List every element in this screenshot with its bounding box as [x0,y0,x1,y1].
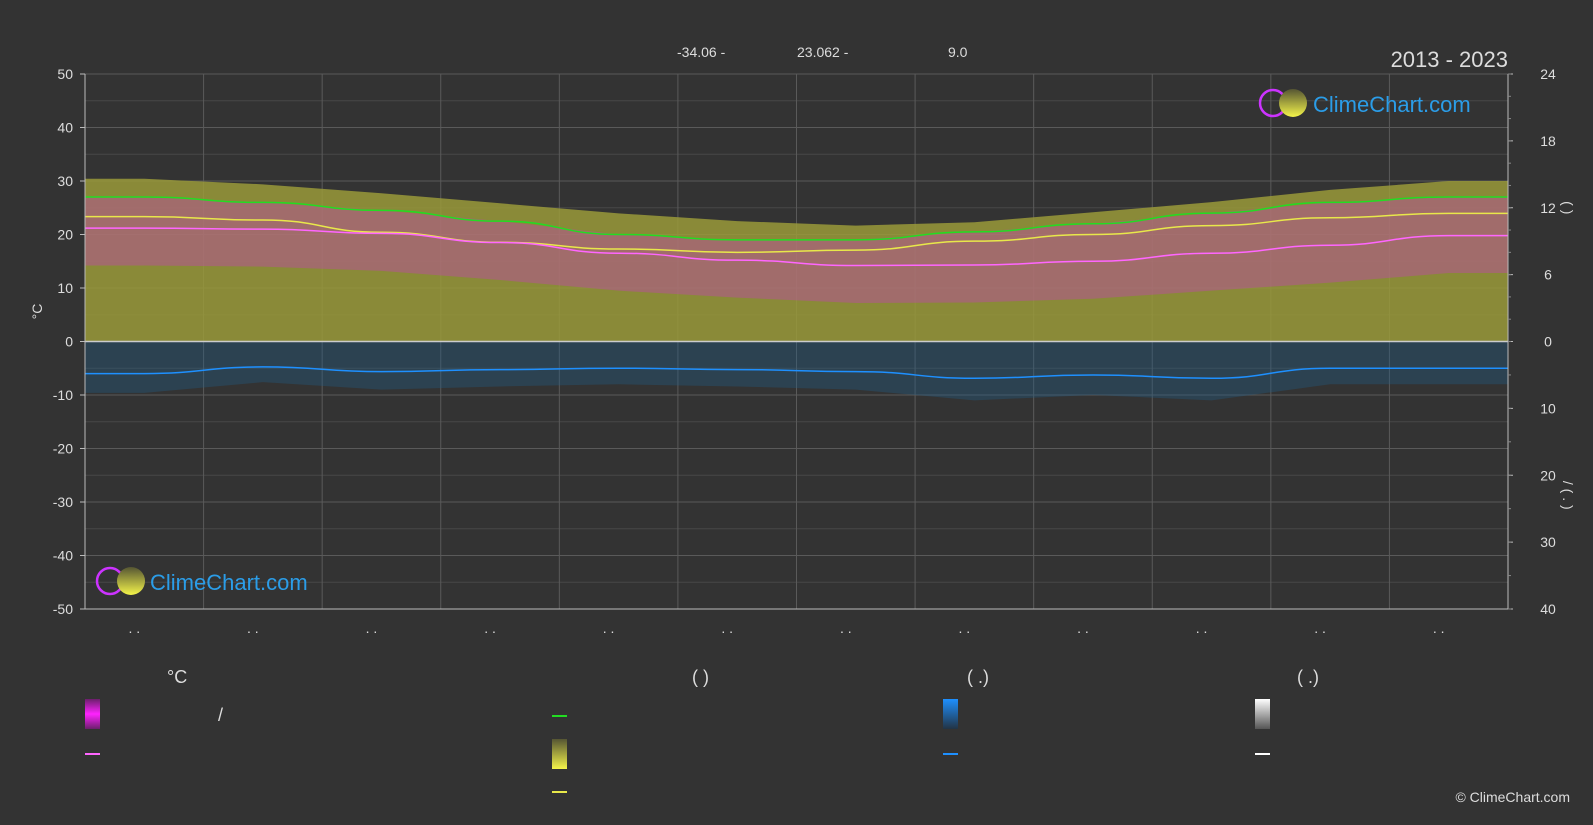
x-tick-label: . . [1077,620,1089,636]
x-tick-label: . . [1196,620,1208,636]
header-coord-lon: 23.062 - [797,44,849,60]
legend-temp-range-swatch [85,699,100,729]
legend-snow-swatch [1255,699,1270,729]
y-tick-label: -30 [53,494,73,510]
sunshine-area [85,178,1508,342]
legend-slash: / [218,705,223,725]
x-tick-label: . . [128,620,140,636]
y-tick-label: 20 [57,227,73,243]
x-tick-label: . . [1314,620,1326,636]
right-bottom-tick-label: 20 [1540,467,1556,483]
legend-col4-header: ( .) [1297,667,1319,687]
right-bottom-tick-label: 40 [1540,601,1556,617]
temperature-mean-line [85,227,1508,267]
right-top-tick-label: 6 [1544,267,1552,283]
x-tick-label: . . [603,620,615,636]
x-tick-label: . . [1433,620,1445,636]
header-coord-elev: 9.0 [948,44,968,60]
y-tick-label: -20 [53,441,73,457]
sunshine-mean-line [85,212,1508,254]
axes: 50 40 30 20 10 0 -10 -20 -30 -40 -50 °C 24 18 12 6 0 10 20… [29,66,1576,636]
legend-col2-header: ( ) [692,667,709,687]
y-tick-label: -40 [53,548,73,564]
x-tick-label: . . [366,620,378,636]
year-range: 2013 - 2023 [1391,47,1508,72]
legend: °C ( ) ( .) ( .) / [85,667,1319,793]
x-tick-label: . . [484,620,496,636]
y-tick-label: 50 [57,66,73,82]
right-bottom-axis-label: / ( . ) [1560,481,1576,510]
legend-precip-swatch [943,699,958,729]
y-tick-label: -10 [53,387,73,403]
data-lines [84,196,1508,380]
brand-sun-icon [1279,89,1307,117]
y-tick-label: 40 [57,120,73,136]
right-bottom-tick-label: 10 [1540,400,1556,416]
right-bottom-tick-label: 30 [1540,534,1556,550]
brand-name-top: ClimeChart.com [1313,92,1471,117]
right-top-tick-label: 12 [1540,200,1556,216]
brand-logo-top: ClimeChart.com [1258,88,1471,118]
x-tick-label: . . [721,620,733,636]
brand-logo-bottom: ClimeChart.com [95,566,308,596]
header-coord-lat: -34.06 - [677,44,726,60]
daylight-line [84,196,1508,241]
right-top-tick-label: 0 [1544,334,1552,350]
temperature-range-band [85,197,1508,303]
precipitation-mean-line [84,366,1508,380]
copyright: © ClimeChart.com [1455,789,1570,805]
right-top-tick-label: 24 [1540,66,1556,82]
x-tick-label: . . [840,620,852,636]
y-tick-label: 30 [57,173,73,189]
y-tick-label: 10 [57,280,73,296]
legend-col1-header: °C [167,667,187,687]
brand-sun-icon [117,567,145,595]
x-tick-label: . . [959,620,971,636]
y-tick-label: 0 [65,334,73,350]
y-tick-label: -50 [53,601,73,617]
y-axis-label: °C [29,304,45,320]
legend-col3-header: ( .) [967,667,989,687]
right-top-axis-label: ( ) [1560,201,1576,214]
brand-name-bottom: ClimeChart.com [150,570,308,595]
right-top-tick-label: 18 [1540,133,1556,149]
x-tick-label: . . [247,620,259,636]
legend-sunshine-swatch [552,739,567,769]
